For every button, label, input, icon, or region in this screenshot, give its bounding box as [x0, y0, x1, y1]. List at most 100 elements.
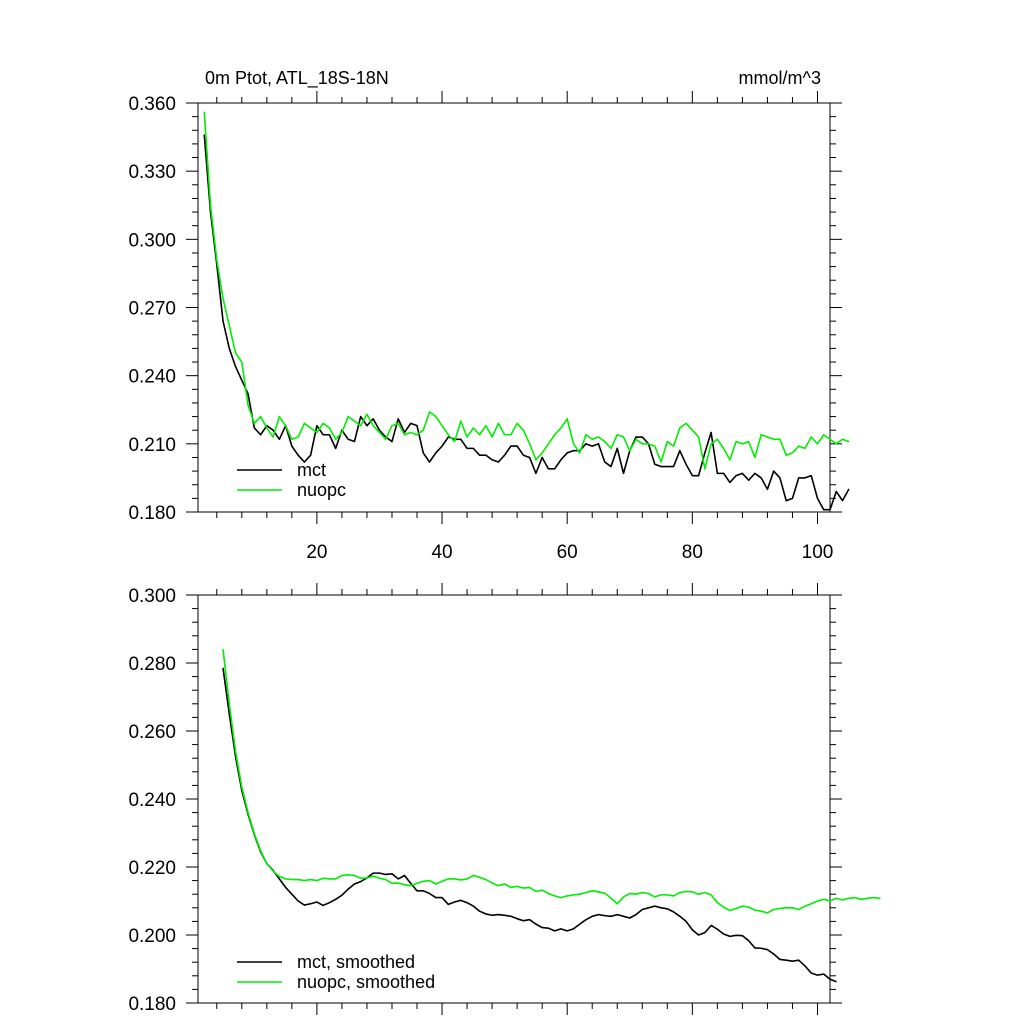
data-point [447, 878, 449, 880]
data-point [453, 878, 456, 880]
data-point [278, 878, 280, 880]
data-point [435, 883, 437, 885]
data-point [497, 422, 499, 424]
data-point [297, 454, 299, 456]
data-point [516, 918, 518, 920]
data-point [710, 924, 712, 927]
series-mct [203, 134, 850, 511]
data-point [654, 445, 656, 447]
data-point [672, 445, 675, 447]
data-point [779, 438, 781, 440]
data-point [360, 881, 362, 883]
data-point [310, 427, 312, 429]
data-point [773, 908, 775, 911]
data-point [823, 973, 825, 975]
data-point [691, 891, 693, 893]
data-point [347, 888, 349, 890]
data-point [510, 445, 512, 447]
data-point [310, 454, 312, 456]
data-point [397, 882, 399, 884]
data-point [760, 477, 762, 479]
data-point [504, 434, 506, 436]
data-point [378, 872, 381, 874]
data-point [478, 454, 481, 456]
data-point [691, 475, 693, 477]
data-point [447, 903, 449, 906]
data-point [491, 459, 493, 461]
data-point [504, 883, 506, 885]
data-point [222, 648, 224, 651]
data-point [823, 509, 825, 511]
data-point [428, 892, 431, 895]
data-point [829, 438, 831, 440]
data-point [378, 431, 381, 434]
data-point [291, 445, 293, 447]
data-point [716, 438, 718, 440]
data-point [641, 891, 643, 894]
data-point [841, 438, 844, 440]
data-point [629, 892, 631, 895]
data-point [441, 445, 443, 447]
data-point [360, 425, 362, 427]
data-point [554, 895, 556, 897]
data-point [741, 472, 744, 474]
data-point [397, 878, 399, 880]
data-point [798, 908, 800, 911]
data-point [741, 443, 744, 445]
data-point [209, 204, 212, 206]
data-point [554, 468, 556, 470]
x-tick-label: 40 [431, 542, 452, 563]
data-point [278, 415, 280, 418]
data-point [791, 907, 794, 909]
y-tick-label: 0.220 [128, 858, 176, 879]
data-point [704, 891, 706, 894]
data-point [716, 472, 718, 474]
data-point [660, 907, 662, 909]
data-point [403, 434, 406, 436]
data-point [723, 933, 725, 935]
data-point [735, 440, 737, 443]
data-point [372, 872, 374, 874]
data-point [522, 920, 524, 922]
data-point [654, 896, 656, 898]
data-point [597, 443, 600, 445]
data-point [666, 465, 668, 468]
data-point [347, 438, 349, 440]
data-point [773, 953, 775, 955]
data-point [610, 897, 612, 899]
data-point [616, 903, 618, 905]
data-point [516, 445, 518, 447]
data-point [810, 475, 812, 477]
data-point [316, 901, 318, 903]
data-point [591, 915, 593, 917]
data-point [729, 909, 731, 912]
data-point [835, 980, 837, 983]
data-point [685, 463, 687, 465]
data-point [259, 415, 262, 418]
data-point [672, 465, 675, 468]
data-point [729, 459, 731, 461]
data-point [466, 447, 468, 449]
data-point [234, 365, 237, 368]
data-point [253, 422, 255, 424]
data-point [616, 434, 618, 436]
data-point [228, 347, 230, 349]
data-point [272, 436, 274, 438]
data-point [841, 500, 844, 502]
data-point [804, 965, 806, 967]
data-point [748, 906, 750, 908]
data-point [585, 891, 587, 894]
data-point [391, 873, 393, 875]
data-point [735, 907, 737, 910]
data-point [278, 438, 280, 440]
data-point [203, 134, 205, 136]
data-point [810, 903, 812, 905]
data-point [597, 436, 600, 438]
data-point [378, 877, 381, 879]
data-point [378, 429, 381, 431]
data-point [222, 320, 224, 322]
data-point [247, 404, 249, 406]
data-point [297, 878, 299, 881]
data-point [497, 885, 499, 887]
data-point [253, 833, 255, 835]
